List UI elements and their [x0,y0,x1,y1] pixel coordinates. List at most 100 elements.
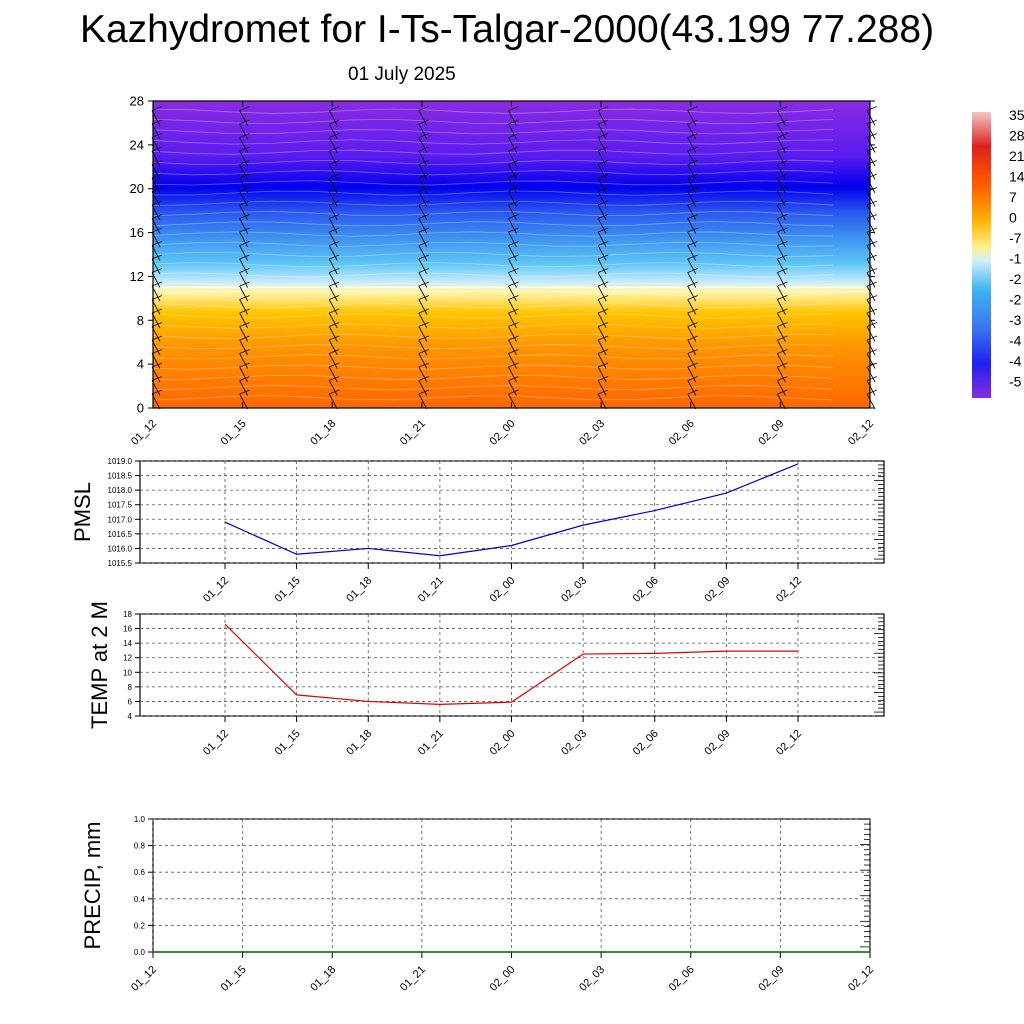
wind-barb [328,137,338,153]
wind-barb-flag [687,106,698,111]
heatmap-y-tick-label: 20 [130,181,144,196]
wind-barb [597,339,607,356]
wind-barb-flag [597,214,609,219]
wind-barb [776,137,786,153]
wind-barb-flag [687,227,698,233]
wind-barb [597,204,607,221]
wind-barb-flag [151,133,163,138]
wind-barb [866,258,876,275]
wind-barb-flag [329,362,340,368]
wind-barb-flag [777,106,788,111]
wind-barb [687,393,697,410]
wind-barb [776,312,786,329]
wind-barb [687,285,697,302]
temp-2m-frame [139,613,885,717]
wind-barb [508,339,517,356]
wind-barb-flag [239,308,250,314]
wind-barb [328,393,338,410]
wind-barb-flag [418,254,430,260]
wind-barb-flag [866,308,878,314]
wind-barb [418,231,428,248]
wind-barb [597,110,607,126]
wind-barb [418,393,428,410]
wind-barb-flag [597,376,609,381]
wind-barb [418,177,428,194]
wind-barb [508,231,517,248]
temperature-contour [152,241,834,247]
colorbar-label: -5 [1009,374,1022,390]
wind-barb-flag [508,281,519,287]
wind-barb-flag [866,214,878,219]
wind-barb [687,231,697,248]
wind-barb-flag [329,146,340,152]
wind-barb-flag [508,308,519,314]
pmsl-y-tick-label: 1016.5 [108,530,133,539]
wind-barb [239,258,249,275]
temperature-contour [152,221,834,227]
wind-barb [418,218,428,234]
wind-barb-flag [239,389,250,395]
wind-barb [418,123,428,140]
precip-y-axis-label: PRECIP, mm [80,822,105,950]
wind-barb [866,204,876,221]
wind-barb [239,272,249,288]
wind-barb [597,272,607,288]
wind-barb-flag [777,362,788,368]
heatmap-x-tick-label: 02_12 [846,418,876,448]
wind-barb-flag [687,119,698,125]
wind-barb-flag [777,389,788,395]
heatmap-x-tick-label: 01_15 [219,418,249,448]
wind-barb-flag [866,133,878,138]
wind-barb-flag [418,281,430,287]
wind-barb [418,191,428,207]
wind-barb-flag [151,160,163,165]
precip-y-tick-label: 0.8 [134,842,146,851]
wind-barb [508,380,517,396]
wind-barb [687,150,697,167]
wind-barb-flag [687,133,698,138]
temp-2m-x-tick-label: 01_12 [201,728,231,758]
wind-barb [418,272,428,288]
wind-barb [597,299,607,315]
wind-barb [418,312,428,329]
wind-barb-flag [151,389,163,395]
wind-barb [687,137,697,153]
wind-barb-flag [597,295,609,300]
temperature-contour [152,282,834,288]
temperature-contour [152,272,834,278]
wind-barb-flag [508,133,519,138]
pmsl-x-tick-label: 01_18 [344,575,374,605]
wind-barb-flag [239,160,250,165]
pmsl-y-tick-label: 1019.0 [108,457,133,466]
wind-barb [418,137,428,153]
heatmap-x-tick-label: 01_18 [308,418,338,448]
wind-barb-flag [418,227,430,233]
wind-barb-flag [151,254,163,260]
wind-barb [328,123,338,140]
wind-barb [866,272,876,288]
wind-barb [239,137,249,153]
wind-barb-flag [777,241,788,246]
wind-barb-flag [777,268,788,273]
temp-2m-y-tick-label: 12 [123,654,132,663]
precip-y-tick-label: 0.4 [134,895,146,904]
wind-barb-flag [418,160,430,165]
wind-barb-flag [687,322,698,327]
wind-barb [597,326,607,342]
temperature-contour [152,118,834,125]
wind-barb [328,380,338,396]
temperature-contour [152,211,834,217]
wind-barb [776,366,786,383]
temp-2m-x-tick-label: 01_15 [273,728,303,758]
wind-barb-flag [418,349,430,354]
temperature-contour [152,395,834,401]
wind-barb-flag [687,376,698,381]
colorbar-label: -3 [1009,312,1022,328]
wind-barb [328,177,338,194]
wind-barb [328,366,338,383]
wind-barb-flag [151,322,163,327]
wind-barb [418,380,428,396]
wind-barb-flag [597,146,609,152]
wind-barb [866,110,876,126]
temperature-contour [152,190,834,196]
